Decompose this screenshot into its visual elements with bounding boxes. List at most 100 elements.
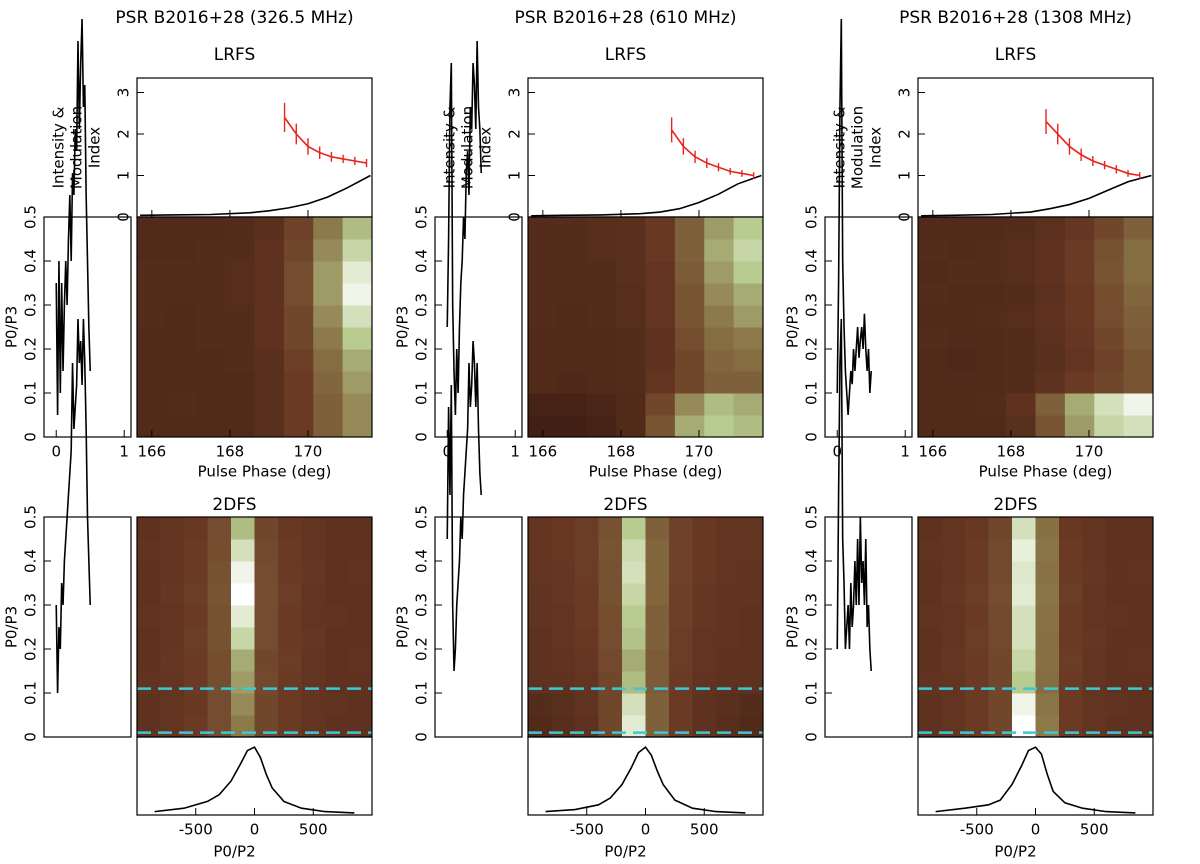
- heatmap-cell: [645, 583, 670, 606]
- heatmap-cell: [1012, 715, 1036, 738]
- profile-frame: [136, 77, 373, 218]
- heatmap-cell: [207, 693, 232, 716]
- heatmap-cell: [1035, 393, 1066, 416]
- spectrum-line: [55, 18, 92, 416]
- heatmap-cell: [1082, 649, 1107, 672]
- heatmap-cell: [1129, 627, 1154, 650]
- heatmap-cell: [184, 583, 208, 606]
- heatmap-cell: [1035, 517, 1060, 540]
- heatmap-cell: [348, 561, 373, 584]
- heatmap-cell: [692, 583, 717, 606]
- x-axis-title: P0/P2: [213, 843, 255, 861]
- heatmap-cell: [313, 261, 344, 284]
- heatmap-cell: [528, 649, 552, 672]
- heatmap-cell: [254, 349, 285, 372]
- heatmap-cell: [941, 627, 966, 650]
- heatmap-cell: [528, 517, 552, 540]
- pulse-profile: [545, 746, 746, 814]
- y-tick-label: 0.5: [22, 505, 40, 529]
- heatmap-cell: [231, 627, 255, 650]
- y-tick-label: 0.1: [22, 381, 40, 405]
- heatmap-cell: [528, 217, 558, 240]
- heatmap-cell: [739, 539, 764, 562]
- heatmap-cell: [1082, 671, 1107, 694]
- heatmap-cell: [918, 239, 948, 262]
- heatmap-cell: [965, 539, 989, 562]
- heatmap-cell: [1059, 583, 1083, 606]
- heatmap-cell: [231, 671, 255, 694]
- heatmap-cell: [137, 261, 167, 284]
- heatmap-cell: [645, 283, 676, 306]
- heatmap-cell: [947, 349, 978, 372]
- heatmap-cell: [918, 693, 942, 716]
- heatmap-cell: [348, 517, 373, 540]
- profile-frame: [917, 736, 1154, 816]
- heatmap-cell: [704, 217, 735, 240]
- heatmap-cell: [669, 649, 693, 672]
- heatmap-cell: [918, 349, 948, 372]
- y-tick-label: 0.3: [803, 293, 821, 317]
- heatmap-cell: [965, 715, 989, 738]
- heatmap-cell: [575, 605, 599, 628]
- y-tick-label: 0.2: [803, 337, 821, 361]
- heatmap-cell: [616, 371, 646, 394]
- heatmap-cell: [301, 693, 326, 716]
- heatmap-cell: [551, 605, 576, 628]
- heatmap-cell: [918, 283, 948, 306]
- heatmap-cell: [166, 217, 197, 240]
- heatmap-cell: [1106, 715, 1130, 738]
- heatmap-cell: [1082, 627, 1107, 650]
- heatmap-cell: [225, 371, 255, 394]
- heatmap-cell: [1064, 283, 1095, 306]
- heatmap-cell: [1012, 693, 1036, 716]
- heatmap-cell: [1035, 693, 1060, 716]
- heatmap-cell: [988, 605, 1013, 628]
- heatmap-cell: [184, 627, 208, 650]
- heatmap-cell: [575, 539, 599, 562]
- heatmap-cell: [348, 715, 373, 738]
- heatmap-cell: [551, 671, 576, 694]
- heatmap-cell: [254, 305, 285, 328]
- heatmap-cell: [207, 561, 232, 584]
- heatmap-cell: [704, 393, 735, 416]
- heatmap-cell: [692, 561, 717, 584]
- heatmap-cell: [622, 671, 646, 694]
- heatmap-cell: [716, 627, 740, 650]
- y-tick-label: 0.5: [22, 205, 40, 229]
- heatmap-cell: [301, 583, 326, 606]
- heatmap-cell: [278, 649, 302, 672]
- heatmap-cell: [207, 583, 232, 606]
- heatmap-cell: [669, 539, 693, 562]
- heatmap-cell: [941, 583, 966, 606]
- heatmap-cell: [976, 261, 1007, 284]
- heatmap-cell: [231, 583, 255, 606]
- y-tick-label: 0: [413, 432, 431, 442]
- heatmap-cell: [231, 693, 255, 716]
- heatmap-cell: [733, 239, 764, 262]
- heatmap-cell: [283, 327, 314, 350]
- heatmap-cell: [225, 239, 255, 262]
- heatmap-cell: [528, 715, 552, 738]
- heatmap-cell: [739, 561, 764, 584]
- lrfs-title: LRFS: [995, 45, 1037, 65]
- y-axis-title: Index: [867, 127, 885, 168]
- heatmap-cell: [195, 283, 226, 306]
- heatmap-cell: [137, 517, 161, 540]
- heatmap-cell: [645, 715, 670, 738]
- heatmap-cell: [283, 217, 314, 240]
- y-tick-label: 0.1: [413, 681, 431, 705]
- heatmap-cell: [716, 561, 740, 584]
- y-tick-label: 0.2: [413, 337, 431, 361]
- heatmap-cell: [733, 415, 764, 438]
- heatmap-cell: [575, 693, 599, 716]
- heatmap-cell: [160, 627, 185, 650]
- x-tick-label: 1: [119, 443, 129, 461]
- heatmap-cell: [586, 239, 617, 262]
- heatmap-cell: [325, 715, 349, 738]
- heatmap-cell: [622, 561, 646, 584]
- heatmap-cell: [278, 539, 302, 562]
- heatmap-cell: [528, 393, 558, 416]
- y-tick-label: 0.2: [22, 637, 40, 661]
- heatmap-cell: [184, 671, 208, 694]
- y-tick-label: 1: [896, 171, 914, 181]
